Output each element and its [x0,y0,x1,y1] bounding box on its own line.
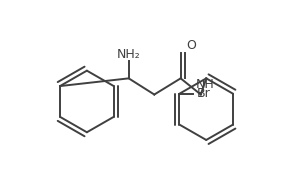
Text: O: O [187,39,197,52]
Text: NH: NH [195,78,214,91]
Text: NH₂: NH₂ [117,48,141,61]
Text: Br: Br [197,87,210,100]
